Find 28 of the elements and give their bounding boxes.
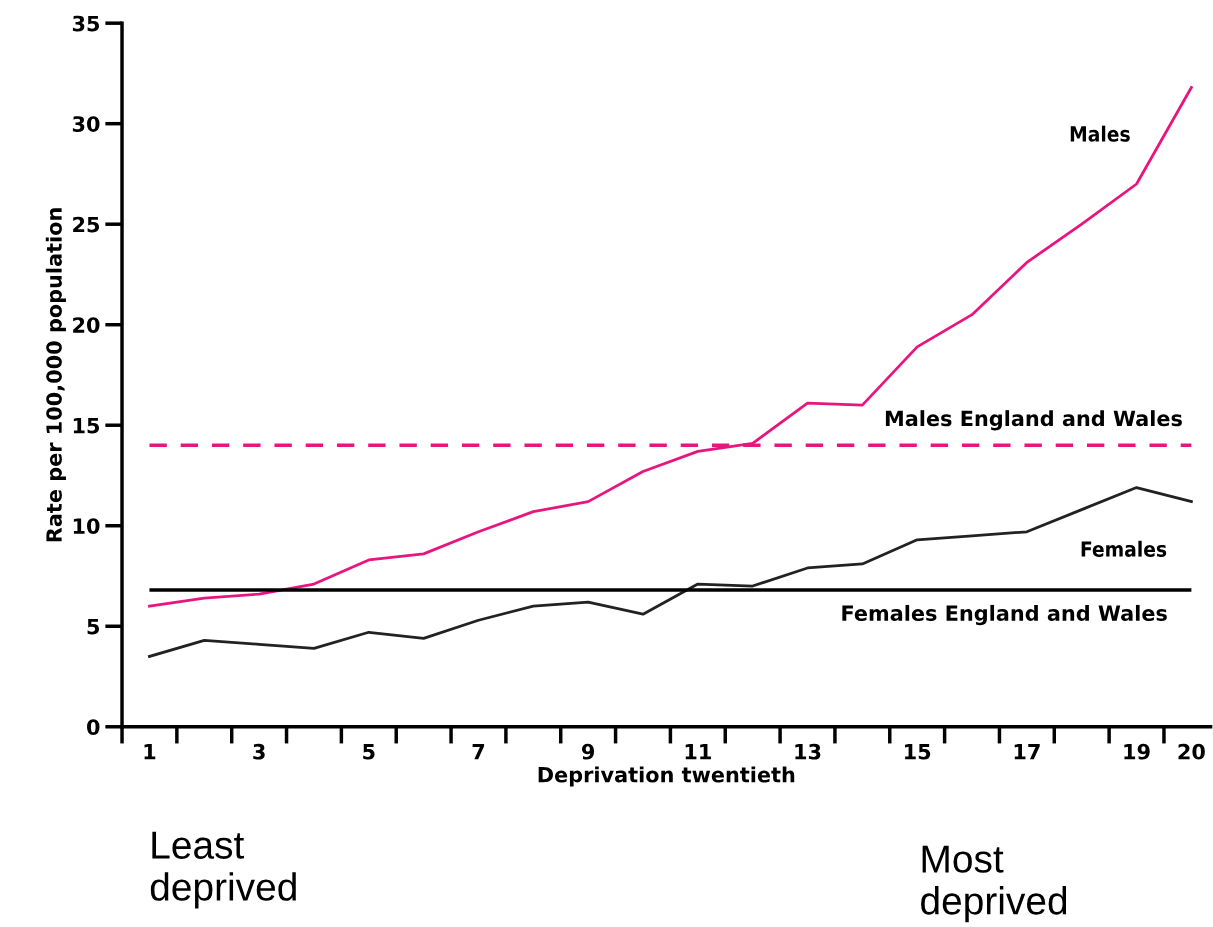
x-tick-label: 7 — [472, 744, 485, 760]
x-tick-label: 19 — [1124, 743, 1150, 760]
y-tick-label: 30 — [72, 116, 100, 132]
series-label: Females — [1081, 540, 1167, 557]
x-tick-label: 1 — [144, 744, 156, 760]
x-tick-label: 17 — [1014, 744, 1040, 760]
series-label: Males — [1070, 125, 1130, 142]
x-tick-label: 15 — [905, 744, 931, 760]
x-tick-label: 3 — [253, 743, 265, 760]
text: Least deprived — [150, 831, 296, 909]
y-tick-label: 20 — [73, 317, 100, 333]
text: Most deprived — [921, 845, 1067, 923]
y-axis-title: Rate per 100,000 population — [45, 208, 66, 542]
line-series — [148, 486, 1193, 658]
x-tick-label: 9 — [581, 743, 595, 760]
x-tick-label: 5 — [363, 744, 375, 760]
x-axis-title: Deprivation twentieth — [538, 766, 795, 787]
x-tick-label: 20 — [1178, 743, 1205, 760]
y-tick-label: 35 — [72, 15, 100, 32]
x-tick-label: 13 — [795, 743, 821, 760]
ref-line-label: Males England and Wales — [885, 410, 1182, 431]
y-tick-label: 5 — [87, 618, 100, 635]
ref-line-label: Females England and Wales — [842, 604, 1167, 626]
y-tick-label: 0 — [87, 719, 100, 735]
y-tick-label: 25 — [73, 216, 100, 233]
x-tick-label: 11 — [685, 744, 711, 760]
y-tick-label: 10 — [73, 518, 100, 534]
y-tick-label: 15 — [73, 417, 100, 434]
